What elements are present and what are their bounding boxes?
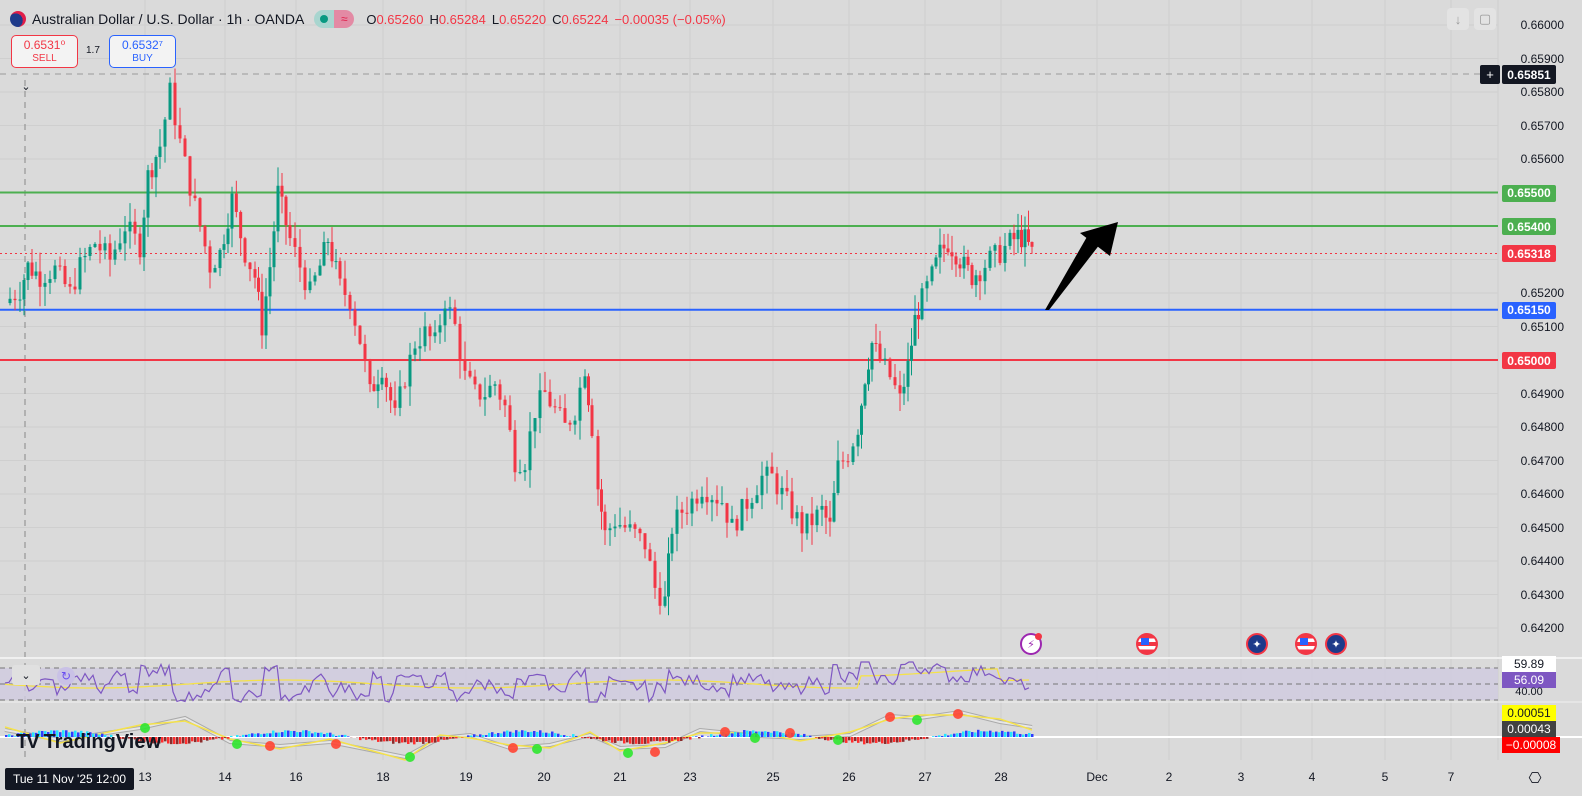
us-event-flag-icon[interactable] xyxy=(1295,633,1317,655)
spread-value: 1.7 xyxy=(86,45,100,56)
time-tick-label: 13 xyxy=(138,770,152,784)
crosshair-time-tag: Tue 11 Nov '25 12:00 xyxy=(5,768,135,790)
symbol-legend: Australian Dollar / U.S. Dollar · 1h · O… xyxy=(10,8,726,30)
tradingview-logo-icon: TV xyxy=(16,731,40,753)
price-tick-label: 0.64900 xyxy=(1520,386,1564,401)
rsi-sync-button[interactable]: ↻ xyxy=(57,667,75,685)
buy-price: 0.6532⁷ xyxy=(121,37,164,52)
level-price-tag: 0.65000 xyxy=(1502,352,1556,369)
sell-button[interactable]: 0.6531⁰ SELL xyxy=(11,35,78,68)
price-tick-label: 0.65100 xyxy=(1520,319,1564,334)
arrow-down-icon: ↓ xyxy=(1454,11,1462,27)
crosshair-price-tag: + 0.65851 xyxy=(1480,65,1556,84)
chevron-down-icon: ⌄ xyxy=(21,80,31,93)
crosshair-price: 0.65851 xyxy=(1502,65,1556,84)
chevron-down-icon: ⌄ xyxy=(21,669,31,682)
add-alert-icon[interactable]: + xyxy=(1480,65,1500,84)
rsi-upper-band-tag: 59.89 xyxy=(1502,656,1556,672)
change-value: −0.00035 (−0.05%) xyxy=(614,11,726,27)
data-delay-icon: ≈ xyxy=(334,10,355,28)
time-tick-label: 28 xyxy=(994,770,1008,784)
time-tick-label: 2 xyxy=(1165,770,1173,784)
level-price-tag: 0.65318 xyxy=(1502,245,1556,263)
open-value: 0.65260 xyxy=(376,11,424,27)
symbol-title[interactable]: Australian Dollar / U.S. Dollar · 1h · O… xyxy=(32,11,305,27)
rsi-value-tag: 56.09 xyxy=(1502,672,1556,688)
price-tick-label: 0.65200 xyxy=(1520,286,1564,300)
chart-settings-button[interactable]: ⎔ xyxy=(1526,769,1544,787)
sync-icon: ↻ xyxy=(60,669,72,683)
close-label: C xyxy=(552,11,562,27)
price-tick-label: 0.65600 xyxy=(1520,152,1564,166)
buy-button[interactable]: 0.6532⁷ BUY xyxy=(109,35,176,68)
price-tick-label: 0.64700 xyxy=(1520,453,1564,468)
time-tick-label: 26 xyxy=(842,770,856,784)
main-pane-collapse-button[interactable]: ⌄ xyxy=(12,76,40,96)
macd-histogram-tag: −0.00008 xyxy=(1502,737,1560,753)
low-label: L xyxy=(491,11,500,27)
us-event-flag-icon[interactable] xyxy=(1136,633,1158,655)
scroll-to-latest-button[interactable]: ↓ xyxy=(1447,8,1469,30)
level-price-tag: 0.65500 xyxy=(1502,184,1556,202)
open-label: O xyxy=(366,11,377,27)
tradingview-wordmark: TradingView xyxy=(43,731,162,753)
price-tick-label: 0.64600 xyxy=(1520,487,1564,501)
time-tick-label: 21 xyxy=(613,770,627,784)
high-label: H xyxy=(429,11,439,27)
time-tick-label: 4 xyxy=(1308,770,1316,784)
aud-usd-flag-icon xyxy=(10,11,26,27)
price-tick-label: 0.64500 xyxy=(1520,520,1564,535)
time-tick-label: 3 xyxy=(1237,770,1245,784)
time-tick-label: 16 xyxy=(289,770,303,784)
price-tick-label: 0.65800 xyxy=(1520,85,1564,99)
settings-hexagon-icon: ⎔ xyxy=(1528,770,1542,787)
price-tick-label: 0.65700 xyxy=(1520,118,1564,133)
level-price-tag: 0.65400 xyxy=(1502,218,1556,235)
market-open-icon xyxy=(314,10,335,28)
price-tick-label: 0.64200 xyxy=(1520,621,1564,635)
time-tick-label: 14 xyxy=(218,770,232,784)
time-tick-label: 5 xyxy=(1381,770,1389,784)
time-tick-label: 25 xyxy=(766,770,780,784)
time-tick-label: 19 xyxy=(459,770,473,784)
sell-price: 0.6531⁰ xyxy=(23,37,66,52)
price-tick-label: 0.64300 xyxy=(1520,587,1564,602)
buy-label: BUY xyxy=(132,52,153,64)
fullscreen-button[interactable]: ▢ xyxy=(1474,8,1496,30)
time-tick-label: 18 xyxy=(376,770,390,784)
macd-signal-tag: 0.00051 xyxy=(1502,705,1556,721)
news-flash-icon[interactable]: ⚡ xyxy=(1020,633,1042,655)
rsi-pane-collapse-button[interactable]: ⌄ xyxy=(12,665,40,685)
au-event-flag-icon[interactable]: ✦ xyxy=(1325,633,1347,655)
price-tick-label: 0.66000 xyxy=(1520,18,1564,32)
high-value: 0.65284 xyxy=(438,11,486,27)
price-tick-label: 0.65900 xyxy=(1520,51,1564,66)
market-status-pill[interactable]: ≈ xyxy=(314,10,355,28)
sell-label: SELL xyxy=(32,52,57,64)
price-tick-label: 0.64400 xyxy=(1520,554,1564,568)
time-tick-label: 23 xyxy=(683,770,697,784)
price-tick-label: 0.64800 xyxy=(1520,420,1564,434)
level-price-tag: 0.65150 xyxy=(1502,301,1556,319)
time-tick-label: Dec xyxy=(1086,770,1108,784)
tradingview-logo[interactable]: TV TradingView xyxy=(16,731,161,754)
fullscreen-icon: ▢ xyxy=(1478,11,1492,26)
time-tick-label: 27 xyxy=(918,770,932,784)
time-tick-label: 7 xyxy=(1447,770,1455,784)
close-value: 0.65224 xyxy=(561,11,609,27)
low-value: 0.65220 xyxy=(499,11,547,27)
macd-line-tag: 0.00043 xyxy=(1502,721,1556,737)
rsi-lower-band-tag: 40.00 xyxy=(1515,686,1543,698)
ohlc-values: O0.65260 H0.65284 L0.65220 C0.65224 −0.0… xyxy=(366,12,725,27)
time-tick-label: 20 xyxy=(537,770,551,784)
au-event-flag-icon[interactable]: ✦ xyxy=(1246,633,1268,655)
